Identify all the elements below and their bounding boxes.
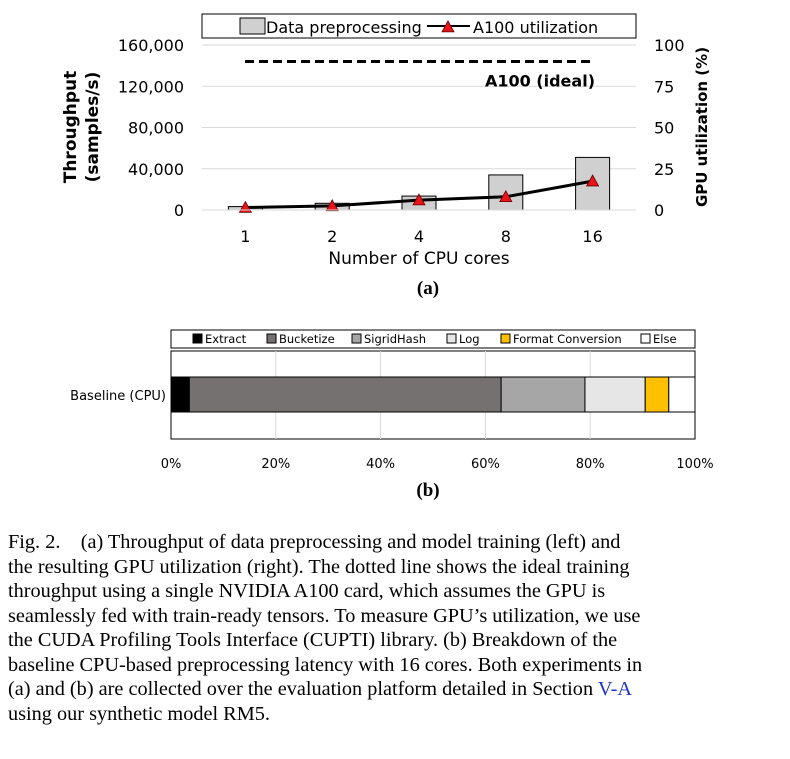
y-left-tick-label: 0 <box>174 201 184 220</box>
y-left-axis-title-line: Throughput <box>61 71 81 184</box>
breakdown-bar <box>170 376 696 413</box>
utilization-marker <box>412 193 426 206</box>
legend-swatch-format-conversion <box>500 333 511 344</box>
caption-line: Fig. 2. (a) Throughput of data preproces… <box>8 531 621 553</box>
legend-label: Else <box>653 332 677 346</box>
x-tick-label: 80% <box>576 457 605 472</box>
chart-throughput-utilization: A100 (ideal) 0 40,000 80,000 120,000 160,000… <box>61 13 711 299</box>
x-tick-label: 1 <box>240 227 250 246</box>
legend-swatch-else <box>640 333 651 344</box>
legend-swatch-sigridhash <box>351 333 362 344</box>
caption-line: the resulting GPU utilization (right). T… <box>8 555 630 578</box>
legend-swatch-extract <box>192 333 203 344</box>
caption-line: baseline CPU-based preprocessing latency… <box>8 653 643 676</box>
segment-else <box>668 376 696 413</box>
caption-text: (a) and (b) are collected over the evalu… <box>8 678 594 700</box>
utilization-marker <box>499 189 513 203</box>
legend-box <box>170 329 696 349</box>
category-label: Baseline (CPU) <box>70 389 166 404</box>
x-tick-label: 40% <box>366 457 395 472</box>
legend-swatch-preprocessing <box>239 17 266 35</box>
x-tick-label: 20% <box>261 457 290 472</box>
segment-bucketize <box>188 376 502 413</box>
y-right-tick-label: 50 <box>654 119 674 138</box>
y-left-tick-label: 40,000 <box>128 160 184 179</box>
caption-line: seamlessly fed with train-ready tensors.… <box>8 604 641 627</box>
caption-line: using our synthetic model RM5. <box>8 702 270 725</box>
y-left-tick-label: 160,000 <box>118 36 184 55</box>
axes: 0 40,000 80,000 120,000 160,000 0 25 50 75 100 1 2 4… <box>61 36 711 269</box>
x-tick-label: 0% <box>161 457 182 472</box>
segment-log <box>584 376 646 413</box>
legend-label: Bucketize <box>279 332 335 346</box>
x-tick-label: 100% <box>676 457 713 472</box>
caption-line: the CUDA Profiling Tools Interface (CUPT… <box>8 629 618 651</box>
x-tick-label: 60% <box>471 457 500 472</box>
legend-label: Log <box>459 332 480 346</box>
x-tick-label: 8 <box>501 227 511 246</box>
y-left-axis-title-line: (samples/s) <box>83 72 103 183</box>
legend-label-utilization: A100 utilization <box>473 18 598 37</box>
legend-label-preprocessing: Data preprocessing <box>266 18 422 37</box>
caption-line: throughput using a single NVIDIA A100 ca… <box>8 580 606 602</box>
y-right-tick-label: 0 <box>654 201 664 220</box>
segment-extract <box>170 376 190 413</box>
utilization-marker <box>585 174 600 187</box>
panel-label-b: (b) <box>416 480 439 501</box>
ideal-reference: A100 (ideal) <box>245 60 595 91</box>
axes: 0% 20% 40% 60% 80% 100% Baseline (CPU) <box>70 389 713 472</box>
legend-label: Extract <box>205 332 247 346</box>
utilization-marker <box>325 199 339 212</box>
section-link[interactable]: V-A <box>597 678 632 700</box>
ideal-line-label: A100 (ideal) <box>485 72 595 91</box>
legend-box <box>201 13 637 39</box>
y-left-tick-label: 120,000 <box>118 77 184 96</box>
chart-latency-breakdown: 0% 20% 40% 60% 80% 100% Baseline (CPU) Extract… <box>70 329 714 501</box>
y-left-axis-title: Throughput (samples/s) <box>61 71 103 184</box>
legend-marker-utilization <box>441 20 455 33</box>
legend-swatch-log <box>446 333 457 344</box>
x-axis-title: Number of CPU cores <box>328 249 509 269</box>
y-right-tick-label: 25 <box>654 160 674 179</box>
segment-sigridhash <box>500 376 586 413</box>
x-tick-label: 2 <box>327 227 337 246</box>
x-tick-label: 4 <box>414 227 424 246</box>
legend-swatch-bucketize <box>266 333 277 344</box>
legend-label: SigridHash <box>364 332 426 346</box>
y-left-tick-label: 80,000 <box>128 119 184 138</box>
y-right-tick-label: 100 <box>654 36 685 55</box>
segment-format-conversion <box>644 376 670 413</box>
figure-caption: Fig. 2. (a) Throughput of data preproces… <box>8 530 776 726</box>
legend-label: Format Conversion <box>513 332 622 346</box>
caption-line: (a) and (b) are collected over the evalu… <box>8 677 776 702</box>
panel-label-a: (a) <box>417 278 439 299</box>
legend: Extract Bucketize SigridHash Log Format Conv… <box>170 329 696 349</box>
y-right-axis-title: GPU utilization (%) <box>693 47 711 207</box>
x-tick-label: 16 <box>582 227 602 246</box>
grid-lines <box>202 44 636 170</box>
legend: Data preprocessing A100 utilization <box>201 13 637 39</box>
y-right-tick-label: 75 <box>654 77 674 96</box>
